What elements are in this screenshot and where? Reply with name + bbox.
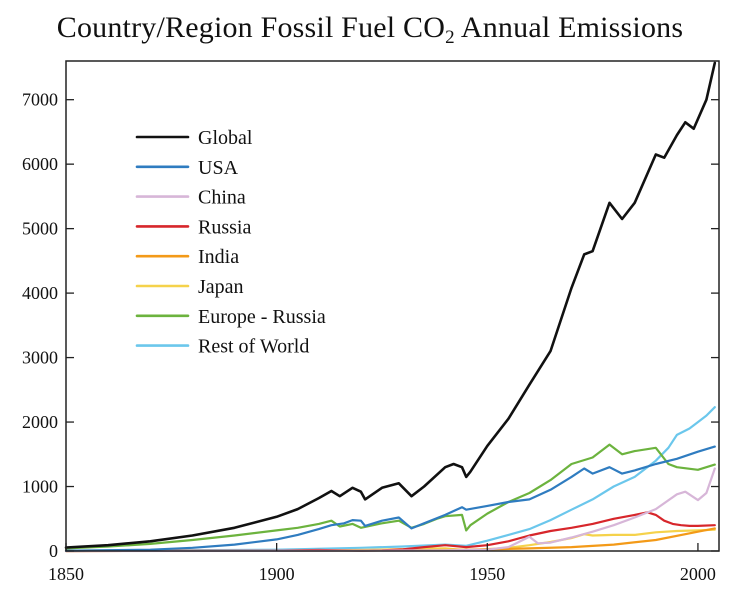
series-line-global: [64, 61, 717, 549]
series-line-rest-of-world: [64, 406, 716, 553]
x-tick-label: 1900: [259, 564, 295, 584]
legend-label-russia: Russia: [198, 216, 251, 238]
legend-label-rest-of-world: Rest of World: [198, 336, 309, 358]
y-tick-label: 3000: [22, 348, 58, 368]
legend-label-global: Global: [198, 127, 253, 149]
title-text: Country/Region Fossil Fuel CO: [56, 11, 446, 44]
y-tick-label: 4000: [22, 283, 58, 303]
x-tick-label: 2000: [680, 564, 716, 584]
legend-label-japan: Japan: [198, 276, 244, 298]
series-layer: [64, 61, 717, 553]
legend-label-china: China: [198, 187, 246, 209]
series-line-europe-russia: [64, 443, 716, 550]
x-tick-label: 1950: [469, 564, 505, 584]
legend: Global USA China Russia India Japan Europe - R…: [135, 127, 326, 358]
chart-title: Country/Region Fossil Fuel CO2 Annual Em…: [0, 10, 740, 48]
legend-label-india: India: [198, 246, 239, 268]
y-tick-label: 0: [49, 541, 58, 561]
x-tick-label: 1850: [48, 564, 84, 584]
y-tick-label: 2000: [22, 412, 58, 432]
series-line-usa: [64, 445, 716, 552]
title-suffix: Annual Emissions: [454, 11, 684, 44]
legend-label-usa: USA: [198, 157, 239, 179]
legend-label-europe-russia: Europe - Russia: [198, 306, 326, 328]
y-tick-label: 5000: [22, 219, 58, 239]
series-line-china: [64, 467, 716, 553]
y-tick-label: 6000: [22, 154, 58, 174]
title-subscript: 2: [445, 27, 455, 48]
y-tick-label: 7000: [22, 90, 58, 110]
y-tick-label: 1000: [22, 477, 58, 497]
axes-layer: 1850 1900 1950 2000 0 1000 2000 3000 4000 5000 600…: [22, 90, 719, 584]
plot-frame: [65, 60, 720, 552]
